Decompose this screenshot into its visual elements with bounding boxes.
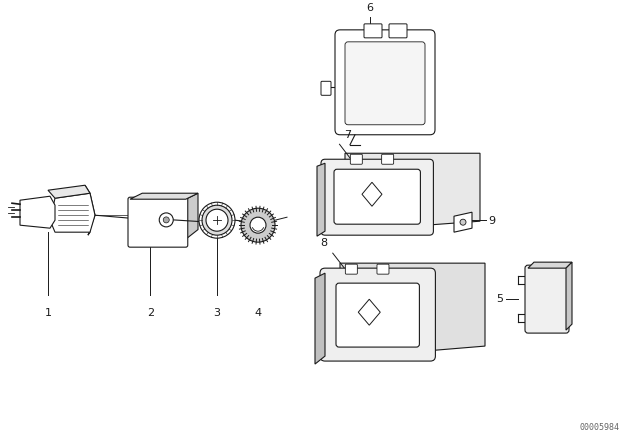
Polygon shape [130,193,198,199]
Polygon shape [566,262,572,330]
Circle shape [460,219,466,225]
Text: 3: 3 [214,308,221,318]
Polygon shape [317,163,325,236]
Polygon shape [358,299,380,325]
Polygon shape [48,185,90,198]
FancyBboxPatch shape [321,159,433,235]
Text: 9: 9 [488,216,495,226]
Text: 4: 4 [255,308,262,318]
Circle shape [250,217,266,233]
FancyBboxPatch shape [334,169,420,224]
FancyBboxPatch shape [320,268,435,361]
FancyBboxPatch shape [389,24,407,38]
Text: 2: 2 [147,308,154,318]
Polygon shape [454,212,472,232]
Text: 00005984: 00005984 [580,423,620,432]
Text: 7: 7 [344,130,351,140]
Text: 6: 6 [367,3,374,13]
Polygon shape [20,196,55,228]
FancyBboxPatch shape [335,30,435,135]
Circle shape [159,213,173,227]
Polygon shape [186,193,198,239]
FancyBboxPatch shape [364,24,382,38]
Text: 8: 8 [320,238,327,248]
Circle shape [206,209,228,231]
FancyBboxPatch shape [336,283,419,347]
FancyBboxPatch shape [346,264,357,274]
Circle shape [202,205,232,235]
Circle shape [163,217,169,223]
Circle shape [241,208,275,242]
FancyBboxPatch shape [128,197,188,247]
Polygon shape [362,182,382,206]
FancyBboxPatch shape [350,154,362,164]
Polygon shape [340,263,485,358]
Circle shape [199,202,235,238]
Polygon shape [85,185,95,235]
FancyBboxPatch shape [321,81,331,95]
FancyBboxPatch shape [377,264,389,274]
Polygon shape [345,153,480,231]
FancyBboxPatch shape [345,42,425,125]
Polygon shape [528,262,572,268]
FancyBboxPatch shape [381,154,394,164]
Text: 5: 5 [496,294,503,304]
Polygon shape [50,193,95,232]
Text: 1: 1 [45,308,51,318]
Polygon shape [315,273,325,364]
FancyBboxPatch shape [525,265,569,333]
